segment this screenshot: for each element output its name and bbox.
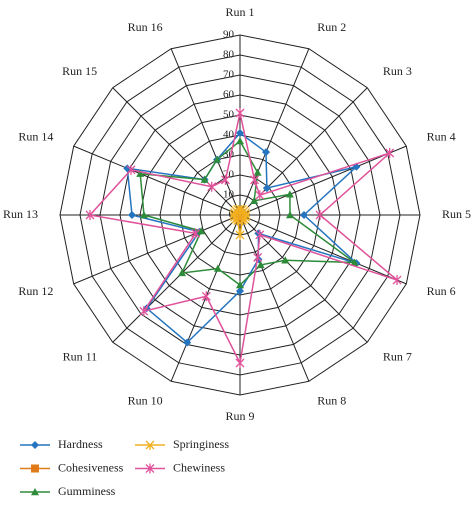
data-point (200, 175, 209, 183)
data-point (126, 164, 136, 175)
spoke (170, 214, 241, 382)
data-point (392, 275, 402, 286)
radial-tick-label: 90 (223, 29, 235, 41)
radial-tick-label: 30 (223, 149, 235, 161)
data-point (385, 148, 395, 159)
category-label: Run 1 (225, 5, 254, 19)
data-point (255, 190, 265, 201)
data-point (255, 229, 265, 240)
category-label: Run 15 (62, 64, 97, 78)
spoke (112, 87, 241, 216)
legend-marker (145, 463, 155, 474)
data-point (233, 204, 243, 215)
data-point (197, 227, 206, 235)
legend-marker (31, 464, 39, 473)
data-point (207, 181, 217, 192)
data-point (213, 155, 222, 163)
data-point (213, 264, 222, 272)
legend-label: Springiness (173, 437, 229, 451)
radial-tick-label: 60 (223, 89, 235, 101)
spoke (170, 48, 241, 216)
data-point (136, 169, 145, 177)
legend-marker (145, 440, 155, 450)
data-point (262, 184, 271, 193)
spoke (239, 145, 407, 216)
legend-label: Hardness (58, 437, 103, 451)
legend-label: Gumminess (58, 484, 116, 498)
data-point (201, 291, 211, 302)
category-label: Run 2 (317, 20, 346, 34)
data-point (178, 268, 187, 277)
spoke (239, 48, 310, 216)
data-point (235, 108, 245, 118)
data-point (220, 174, 230, 185)
data-point (235, 358, 245, 368)
data-point (236, 281, 244, 289)
radial-tick-label: 50 (223, 109, 235, 121)
data-point (236, 129, 244, 137)
data-point (315, 210, 325, 220)
data-point (183, 338, 192, 347)
data-point (285, 190, 294, 198)
data-point (253, 252, 263, 263)
data-point (235, 230, 245, 240)
data-point (262, 148, 271, 157)
legend-label: Chewiness (173, 460, 225, 474)
category-label: Run 9 (225, 409, 254, 423)
data-point (250, 174, 260, 185)
category-label: Run 16 (128, 20, 163, 34)
data-point (253, 168, 262, 176)
data-point (250, 196, 259, 205)
data-point (281, 256, 290, 264)
radial-tick-label: 80 (223, 49, 235, 61)
data-point (256, 260, 265, 269)
spoke (73, 214, 241, 285)
category-label: Run 5 (442, 207, 471, 221)
data-point (140, 211, 148, 219)
legend-marker (31, 488, 39, 496)
category-label: Run 4 (427, 129, 456, 143)
data-point (300, 211, 308, 219)
category-label: Run 13 (3, 207, 38, 221)
data-point (286, 211, 294, 219)
spoke (239, 214, 407, 285)
category-label: Run 7 (383, 350, 412, 364)
radial-tick-label: 20 (223, 169, 235, 181)
category-label: Run 12 (18, 284, 53, 298)
data-point (191, 228, 201, 239)
radial-tick-label: 70 (223, 69, 235, 81)
data-point (85, 210, 95, 220)
category-label: Run 11 (63, 350, 98, 364)
spoke (239, 214, 310, 382)
radial-tick-label: 10 (223, 189, 235, 201)
data-point (139, 306, 149, 317)
legend-label: Cohesiveness (58, 460, 124, 474)
radial-tick-label: 40 (223, 129, 235, 141)
data-point (236, 287, 244, 295)
category-label: Run 8 (317, 393, 346, 407)
category-label: Run 6 (427, 284, 456, 298)
category-label: Run 3 (383, 64, 412, 78)
spoke (73, 145, 241, 216)
data-point (128, 211, 136, 219)
spoke (112, 214, 241, 343)
category-label: Run 10 (128, 393, 163, 407)
category-label: Run 14 (18, 129, 53, 143)
data-point (123, 164, 132, 173)
legend-marker (31, 441, 39, 449)
data-point (350, 258, 359, 266)
data-point (236, 137, 244, 145)
